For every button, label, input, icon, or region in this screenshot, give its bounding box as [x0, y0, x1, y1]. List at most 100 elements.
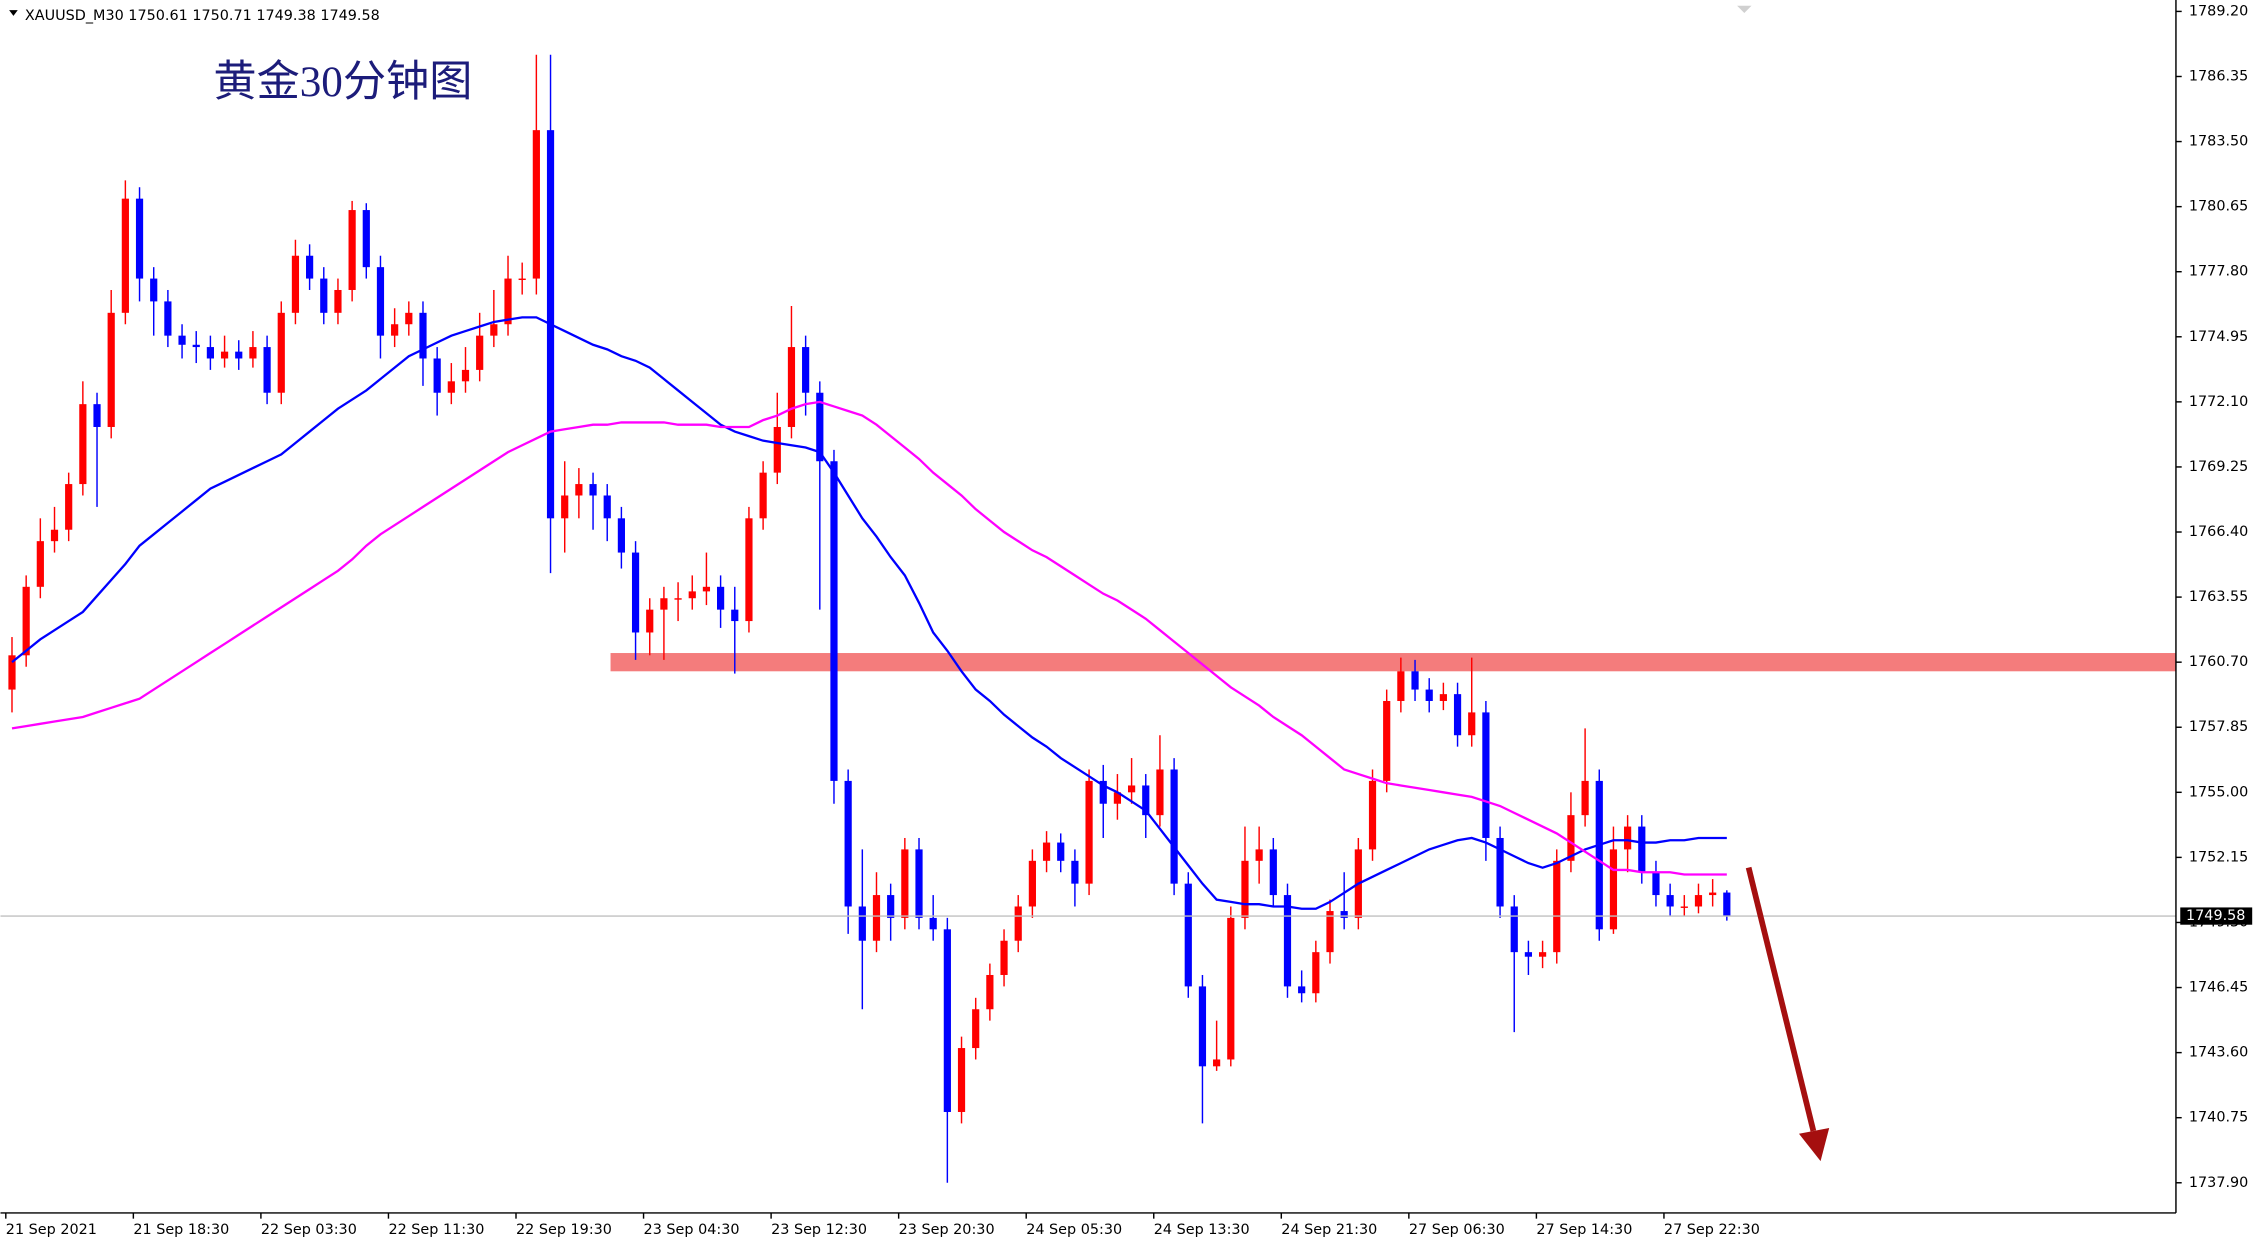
- candle-body: [178, 335, 186, 345]
- resistance-zone: [610, 653, 2176, 672]
- candle-body: [1057, 842, 1065, 861]
- y-tick-label: 1746.45: [2189, 980, 2248, 996]
- candle-body: [646, 609, 654, 633]
- y-tick-label: 1772.10: [2189, 394, 2248, 410]
- candle-body: [1624, 826, 1632, 850]
- y-tick-label: 1755.00: [2189, 784, 2248, 800]
- candle-body: [8, 655, 16, 690]
- y-tick-label: 1774.95: [2189, 329, 2248, 345]
- y-tick-label: 1743.60: [2189, 1045, 2248, 1061]
- candle-body: [1142, 785, 1150, 816]
- candle-body: [1680, 906, 1688, 908]
- x-tick-label: 24 Sep 13:30: [1154, 1222, 1250, 1238]
- candle-body: [1099, 780, 1107, 804]
- candle-body: [816, 392, 824, 462]
- x-tick-label: 23 Sep 12:30: [771, 1222, 867, 1238]
- candle-body: [1510, 906, 1518, 953]
- candle-body: [1170, 769, 1178, 884]
- moving-average-line: [11, 316, 1727, 910]
- candle-body: [589, 484, 597, 496]
- candle-body: [1269, 849, 1277, 896]
- candle-body: [1014, 906, 1022, 941]
- candle-body: [391, 324, 399, 336]
- candle-body: [1595, 780, 1603, 930]
- candle-body: [1567, 815, 1575, 861]
- candle-body: [490, 324, 498, 336]
- chart-title: 黄金30分钟图: [213, 58, 472, 106]
- candle-body: [844, 780, 852, 907]
- arrow-shaft: [1745, 866, 1817, 1132]
- candle-body: [674, 598, 682, 600]
- y-tick-label: 1789.20: [2189, 3, 2248, 19]
- candle-body: [1071, 860, 1079, 884]
- y-tick-label: 1763.55: [2189, 589, 2248, 605]
- candle-body: [972, 1009, 980, 1049]
- candle-body: [1397, 671, 1405, 701]
- candle-body: [1468, 712, 1476, 736]
- candle-body: [447, 381, 455, 393]
- moving-average-line: [11, 400, 1727, 876]
- candle-body: [1524, 952, 1533, 957]
- candle-body: [1425, 689, 1433, 701]
- y-tick-label: 1757.85: [2189, 719, 2248, 735]
- candle-body: [1538, 952, 1547, 957]
- candle-body: [1694, 895, 1703, 907]
- shift-marker: [1737, 5, 1752, 13]
- candle-body: [461, 369, 470, 382]
- candle-body: [1453, 694, 1462, 736]
- candle-body: [518, 278, 526, 281]
- x-tick-label: 21 Sep 18:30: [133, 1222, 229, 1238]
- candle-body: [901, 849, 909, 918]
- candle-body: [759, 472, 767, 519]
- y-tick-label: 1783.50: [2189, 134, 2248, 150]
- candle-body: [1227, 917, 1235, 1060]
- candle-body: [433, 358, 441, 393]
- candle-body: [1553, 860, 1561, 953]
- candle-body: [802, 347, 810, 393]
- x-tick-label: 22 Sep 03:30: [261, 1222, 357, 1238]
- candle-body: [79, 404, 87, 485]
- x-tick-label: 23 Sep 20:30: [899, 1222, 995, 1238]
- candle-body: [107, 312, 115, 427]
- candle-body: [249, 347, 257, 359]
- candle-body: [1581, 780, 1589, 816]
- x-tick-label: 21 Sep 2021: [6, 1222, 97, 1238]
- candle-body: [1340, 911, 1348, 918]
- candle-body: [1000, 940, 1008, 975]
- candle-body: [1709, 892, 1717, 896]
- x-tick-label: 22 Sep 11:30: [388, 1222, 484, 1238]
- header: XAUUSD_M30 1750.61 1750.71 1749.38 1749.…: [25, 8, 380, 24]
- y-tick-label: 1760.70: [2189, 654, 2248, 670]
- candle-body: [235, 351, 243, 359]
- candle-body: [532, 130, 540, 279]
- candle-body: [1255, 849, 1263, 861]
- candle-body: [575, 484, 583, 496]
- candle-body: [1042, 842, 1051, 861]
- candle-body: [22, 586, 30, 656]
- candle-body: [773, 426, 781, 473]
- candle-body: [887, 895, 895, 918]
- candle-body: [787, 347, 796, 427]
- candle-body: [929, 917, 937, 930]
- candle-body: [1411, 671, 1419, 690]
- candle-body: [36, 541, 44, 587]
- candle-body: [1113, 792, 1122, 804]
- candle-body: [263, 347, 271, 393]
- candle-body: [1383, 700, 1391, 781]
- candle-body: [1439, 694, 1447, 701]
- candle-body: [65, 484, 73, 530]
- y-tick-label: 1769.25: [2189, 459, 2248, 475]
- candle-body: [150, 278, 158, 302]
- candle-body: [660, 598, 668, 610]
- y-tick-label: 1766.40: [2189, 524, 2248, 540]
- candle-body: [745, 518, 753, 622]
- candle-body: [1085, 780, 1093, 884]
- candle-body: [334, 289, 342, 313]
- y-tick-label: 1777.80: [2189, 264, 2248, 280]
- candle-body: [320, 278, 328, 313]
- candle-body: [617, 518, 625, 553]
- y-tick-label: 1786.35: [2189, 68, 2248, 84]
- candle-body: [419, 312, 427, 359]
- candle-body: [717, 586, 725, 610]
- candle-body: [306, 255, 314, 279]
